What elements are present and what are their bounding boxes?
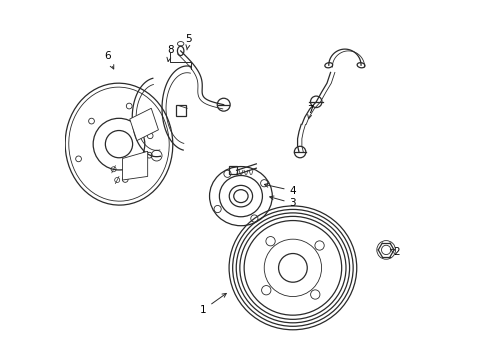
Polygon shape xyxy=(122,151,147,180)
Text: 4: 4 xyxy=(264,183,296,196)
Text: 3: 3 xyxy=(269,196,296,208)
Text: 5: 5 xyxy=(185,35,192,50)
Text: 2: 2 xyxy=(389,247,399,257)
Polygon shape xyxy=(129,108,158,140)
Bar xyxy=(176,105,186,116)
Text: 6: 6 xyxy=(104,51,114,69)
Text: 8: 8 xyxy=(166,45,173,62)
Text: 1: 1 xyxy=(200,293,226,315)
Text: 7: 7 xyxy=(307,105,313,119)
Bar xyxy=(228,166,236,174)
